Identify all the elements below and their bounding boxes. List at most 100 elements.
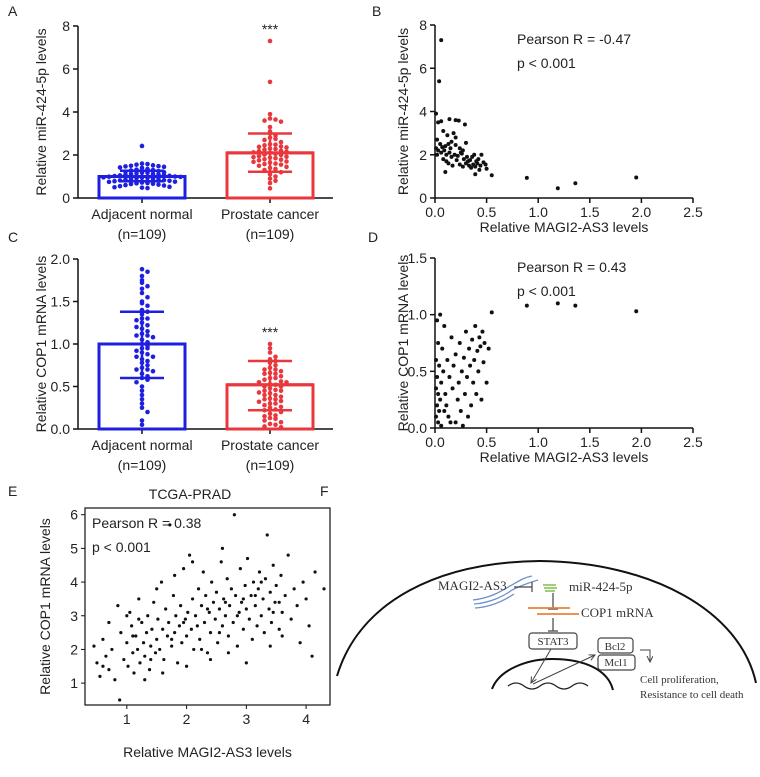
- data-point: [451, 363, 456, 368]
- data-point: [139, 143, 145, 149]
- data-point: [453, 135, 458, 140]
- data-point: [150, 181, 156, 187]
- data-point: [205, 651, 210, 655]
- data-point: [210, 580, 214, 584]
- data-point: [256, 144, 262, 150]
- x-tick-label: 2.5: [683, 434, 703, 450]
- y-tick-label: 3: [70, 608, 78, 624]
- x-tick-label: 1.0: [528, 204, 548, 220]
- data-point: [101, 637, 105, 641]
- data-point: [117, 183, 123, 189]
- data-point: [145, 185, 150, 191]
- data-point: [435, 375, 440, 379]
- chart-panel-b: 0 2 4 6 8 Relative miR-424-5p levels 0.0 0.5 1.0…: [395, 17, 703, 235]
- data-point: [149, 644, 153, 648]
- y-tick-label: 1.5: [51, 294, 71, 310]
- data-point: [273, 142, 278, 147]
- data-point: [131, 651, 135, 655]
- x-tick-label: 4: [302, 711, 310, 727]
- data-point: [145, 333, 150, 338]
- data-point: [524, 303, 529, 308]
- data-point: [134, 634, 138, 638]
- inhibition-arrow-magi2-mir: [514, 582, 533, 592]
- data-point: [143, 654, 147, 658]
- data-point: [145, 303, 150, 309]
- data-point: [466, 414, 471, 419]
- data-point: [125, 614, 129, 618]
- data-point: [445, 358, 450, 362]
- data-point: [144, 630, 149, 635]
- data-point: [459, 369, 464, 374]
- data-point: [112, 178, 117, 184]
- data-point: [439, 423, 444, 428]
- data-point: [468, 363, 473, 368]
- data-point: [233, 593, 238, 598]
- data-point: [456, 380, 461, 385]
- pearson-r-label: Pearson R = -0.47: [517, 31, 631, 47]
- data-point: [171, 593, 176, 598]
- data-point: [267, 415, 273, 421]
- data-point: [278, 398, 284, 404]
- data-point: [442, 148, 447, 153]
- data-point: [126, 664, 130, 668]
- data-point: [137, 597, 141, 601]
- data-point: [461, 157, 466, 162]
- data-point: [159, 580, 164, 584]
- data-point: [439, 150, 444, 155]
- data-point: [278, 157, 284, 163]
- data-point: [268, 590, 272, 594]
- data-point: [444, 403, 449, 408]
- data-point: [467, 346, 472, 351]
- data-point: [463, 329, 468, 334]
- data-point: [284, 164, 289, 170]
- data-point: [472, 152, 477, 157]
- data-point: [437, 409, 442, 413]
- data-point: [478, 163, 483, 168]
- data-point: [484, 380, 489, 385]
- data-point: [436, 148, 441, 153]
- data-point: [273, 146, 278, 152]
- data-point: [453, 143, 458, 148]
- x-tick-label: 1.5: [580, 204, 600, 220]
- data-point: [130, 624, 134, 628]
- data-point: [167, 620, 171, 625]
- data-point: [257, 570, 262, 574]
- data-point: [273, 178, 278, 184]
- data-point: [128, 163, 134, 169]
- data-point: [131, 634, 135, 638]
- data-point: [278, 144, 284, 149]
- data-point: [483, 162, 488, 167]
- data-point: [139, 273, 145, 279]
- data-point: [436, 392, 441, 396]
- data-point: [256, 587, 260, 591]
- x-tick-label: 0.5: [477, 204, 497, 220]
- data-point: [220, 624, 225, 628]
- data-point: [278, 394, 284, 400]
- y-tick-label: 5: [70, 540, 78, 556]
- data-point: [235, 644, 239, 648]
- data-point: [284, 159, 289, 164]
- data-point: [241, 627, 245, 631]
- data-point: [634, 309, 639, 314]
- data-point: [177, 624, 182, 628]
- data-point: [267, 350, 273, 355]
- data-point: [278, 119, 284, 124]
- data-point: [474, 392, 479, 396]
- data-point: [273, 136, 278, 142]
- data-point: [145, 269, 150, 275]
- node-mir-424-5p: miR-424-5p: [569, 579, 633, 594]
- data-point: [173, 630, 177, 635]
- data-point: [489, 310, 494, 315]
- data-point: [244, 607, 248, 611]
- data-point: [167, 178, 172, 184]
- data-point: [460, 164, 465, 169]
- charts: 0 2 4 6 8 Relative miR-424-5p levels Adjacent …: [33, 17, 703, 760]
- data-point: [174, 614, 178, 618]
- data-point: [107, 668, 111, 672]
- data-point: [438, 397, 443, 402]
- data-point: [179, 604, 183, 608]
- data-point: [455, 397, 460, 402]
- data-point: [134, 348, 139, 354]
- data-point: [435, 152, 440, 157]
